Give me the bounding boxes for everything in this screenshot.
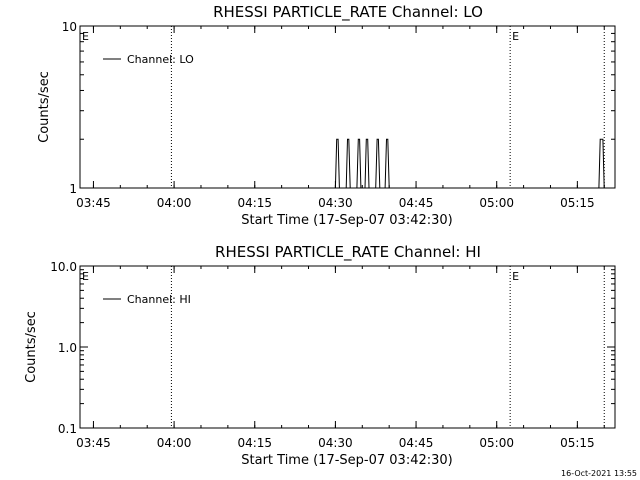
panel-lo-frame (79, 25, 616, 189)
panel-lo-title: RHESSI PARTICLE_RATE Channel: LO (213, 3, 483, 22)
series-line (80, 138, 605, 189)
panel-lo-y-axis-label: Counts/sec (37, 71, 52, 143)
panel-lo-x-ticks: 03:45 04:00 04:15 04:30 04:45 05:00 05:15 (76, 26, 605, 210)
x-tick-label: 04:00 (157, 436, 192, 450)
event-marker-label: E (82, 30, 89, 43)
x-tick-label: 04:15 (237, 436, 272, 450)
x-tick-label: 04:00 (157, 196, 192, 210)
panel-lo-legend-label: Channel: LO (127, 53, 194, 66)
panel-hi-legend: Channel: HI (103, 293, 191, 306)
panel-hi-y-axis-label: Counts/sec (24, 311, 39, 383)
x-tick-label: 04:15 (237, 196, 272, 210)
x-tick-label: 05:00 (479, 196, 514, 210)
panel-hi-x-axis-label: Start Time (17-Sep-07 03:42:30) (241, 453, 452, 468)
y-tick-label: 10 (62, 20, 77, 34)
x-tick-label: 05:15 (560, 196, 595, 210)
x-tick-label: 03:45 (76, 196, 111, 210)
date-stamp: 16-Oct-2021 13:55 (561, 469, 637, 478)
x-tick-label: 05:15 (560, 436, 595, 450)
panel-lo-y-ticks: 1 10 (62, 20, 615, 196)
x-tick-label: 04:30 (318, 196, 353, 210)
event-marker-label: E (82, 270, 89, 283)
x-tick-label: 03:45 (76, 436, 111, 450)
panel-hi-title: RHESSI PARTICLE_RATE Channel: HI (215, 243, 481, 262)
panel-lo-legend: Channel: LO (103, 53, 194, 66)
y-tick-label: 1.0 (58, 341, 77, 355)
event-marker-label: E (512, 270, 519, 283)
y-tick-label: 10.0 (50, 260, 77, 274)
x-tick-label: 04:45 (399, 196, 434, 210)
panel-lo-x-axis-label: Start Time (17-Sep-07 03:42:30) (241, 213, 452, 228)
x-tick-label: 04:45 (399, 436, 434, 450)
panel-hi-x-ticks: 03:45 04:00 04:15 04:30 04:45 05:00 05:15 (76, 266, 605, 450)
panel-hi-legend-label: Channel: HI (127, 293, 191, 306)
x-tick-label: 05:00 (479, 436, 514, 450)
panel-hi-y-ticks: 0.1 1.0 10.0 (50, 260, 615, 436)
panel-lo-series (80, 138, 605, 189)
y-tick-label: 0.1 (58, 422, 77, 436)
x-tick-label: 04:30 (318, 436, 353, 450)
event-marker-label: E (512, 30, 519, 43)
y-tick-label: 1 (69, 182, 77, 196)
